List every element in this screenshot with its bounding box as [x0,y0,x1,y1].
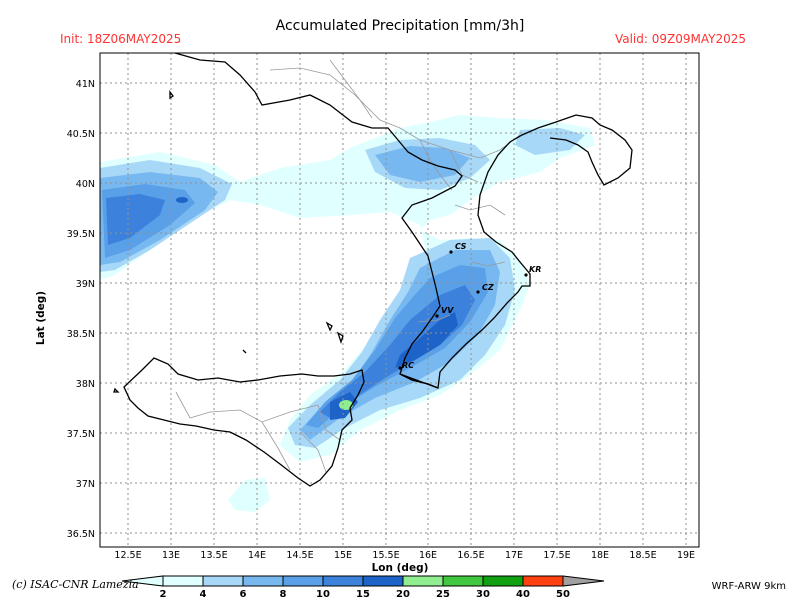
precip-level-2-south [228,478,270,512]
colorbar-label: 8 [280,589,287,600]
model-label: WRF-ARW 9km [711,581,786,592]
colorbar-label: 4 [200,589,207,600]
y-tick: 37N [76,479,95,490]
grid-lines [100,53,699,547]
city-label-rc: RC [402,361,414,370]
colorbar-label: 40 [516,589,530,600]
y-tick: 36.5N [67,529,95,540]
city-label-cz: CZ [482,283,494,292]
y-tick-labels: 41N 40.5N 40N 39.5N 39N 38.5N 38N 37.5N … [67,79,95,540]
y-axis-label: Lat (deg) [35,291,47,345]
x-tick: 16.5E [457,550,484,561]
precip-field [100,115,595,512]
x-tick: 18E [591,550,609,561]
precip-level-10-main [320,285,475,418]
y-tick: 39.5N [67,229,95,240]
colorbar: 2 4 6 8 10 15 20 25 30 40 50 [121,575,605,600]
valid-time: Valid: 09Z09MAY2025 [614,32,746,46]
precip-level-6-north [375,146,470,182]
colorbar-swatch [362,575,404,587]
city-markers: CS KR CZ VV RC [398,242,541,370]
x-axis-label: Lon (deg) [372,562,429,574]
city-label-kr: KR [529,265,541,274]
x-tick: 17E [505,550,523,561]
y-tick: 40N [76,179,95,190]
map-title: Accumulated Precipitation [mm/3h] [275,18,525,34]
y-tick: 38N [76,379,95,390]
x-tick: 19E [677,550,695,561]
coastlines [113,53,633,487]
precip-level-10-west [106,194,165,245]
x-tick: 14.5E [286,550,313,561]
colorbar-label: 25 [436,589,450,600]
y-tick: 38.5N [67,329,95,340]
x-tick: 15.5E [372,550,399,561]
colorbar-swatch [322,575,364,587]
colorbar-swatch [442,575,484,587]
x-tick: 13E [162,550,180,561]
map-frame [99,52,700,548]
colorbar-label: 50 [556,589,570,600]
x-tick: 15E [334,550,352,561]
precip-level-20 [339,400,353,410]
y-tick: 39N [76,279,95,290]
x-tick: 18.5E [629,550,656,561]
x-tick: 12.5E [114,550,141,561]
colorbar-label: 10 [316,589,330,600]
colorbar-label: 20 [396,589,410,600]
precip-level-15-main [395,312,458,368]
city-marker-rc [398,366,402,370]
colorbar-label: 6 [240,589,247,600]
city-marker-kr [524,273,528,277]
city-label-vv: VV [441,306,454,315]
x-tick: 14E [248,550,266,561]
y-tick: 40.5N [67,129,95,140]
y-tick: 41N [76,79,95,90]
init-time: Init: 18Z06MAY2025 [60,32,182,46]
x-tick: 16E [419,550,437,561]
credit-text: (c) ISAC-CNR Lamezia [12,578,139,591]
colorbar-swatch [402,575,444,587]
precip-level-4-ne [515,128,585,155]
colorbar-swatch [162,575,204,587]
x-tick: 17.5E [543,550,570,561]
city-label-cs: CS [455,242,467,251]
region-borders [175,59,521,473]
colorbar-label: 30 [476,589,490,600]
colorbar-swatch [522,575,564,587]
colorbar-swatch [242,575,284,587]
colorbar-swatch [482,575,524,587]
colorbar-label: 15 [356,589,370,600]
x-tick: 13.5E [200,550,227,561]
precip-level-15-west [176,197,188,203]
y-tick: 37.5N [67,429,95,440]
precip-level-2 [100,115,595,462]
city-marker-cz [476,290,480,294]
colorbar-arrow-right [562,575,605,587]
city-marker-vv [435,314,439,318]
colorbar-swatch [202,575,244,587]
city-marker-cs [449,250,453,254]
colorbar-label: 2 [160,589,167,600]
x-tick-labels: 12.5E 13E 13.5E 14E 14.5E 15E 15.5E 16E … [114,550,695,561]
colorbar-swatch [282,575,324,587]
